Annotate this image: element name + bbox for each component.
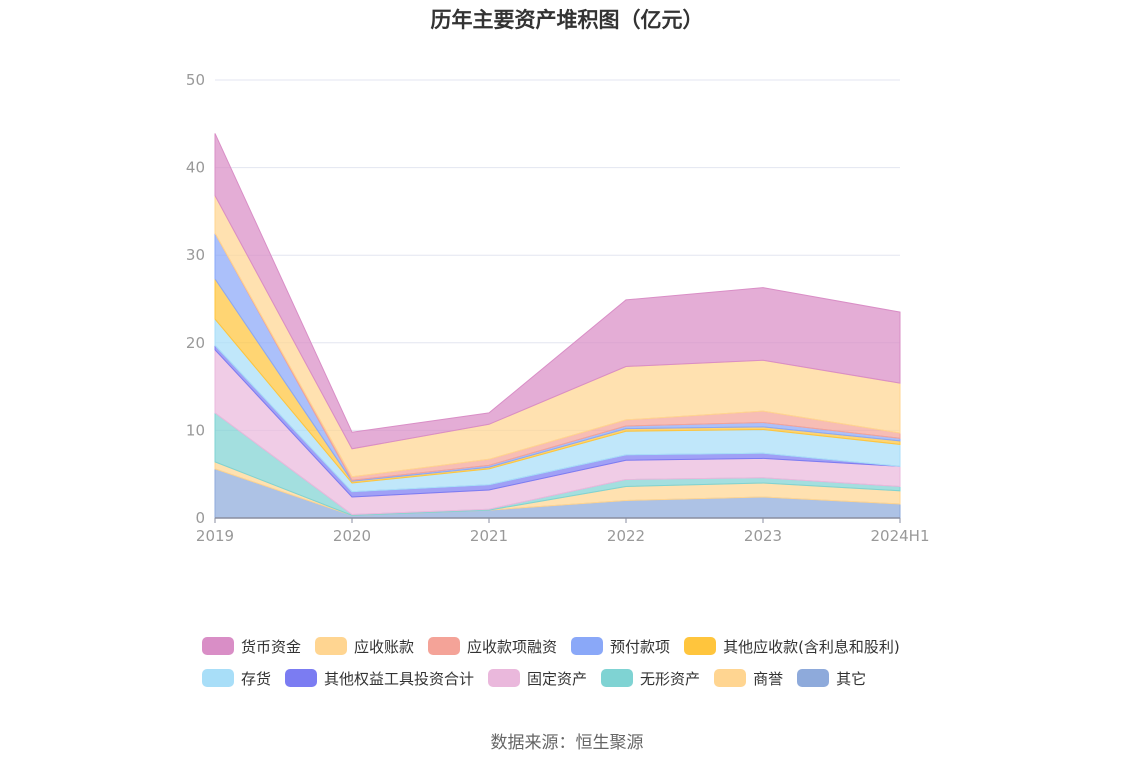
legend-row: 存货 其他权益工具投资合计 固定资产 无形资产 商誉 其它 [202, 662, 962, 694]
legend-label: 预付款项 [610, 637, 671, 656]
chart-title: 历年主要资产堆积图（亿元） [430, 8, 704, 32]
legend-swatch [797, 669, 830, 687]
legend-label: 商誉 [753, 669, 784, 688]
legend-label: 货币资金 [241, 637, 302, 656]
legend-swatch [202, 669, 234, 687]
legend-item[interactable]: 其它 [797, 668, 866, 689]
legend-label: 其他应收款(含利息和股利) [723, 637, 900, 656]
legend-item[interactable]: 应收账款 [315, 636, 414, 657]
x-tick-label: 2021 [470, 527, 508, 545]
y-tick-label: 10 [186, 421, 205, 439]
legend-label: 应收账款 [354, 637, 415, 656]
axes: 0 10 20 30 40 50 2019 2020 2021 2022 2023 2024H1 [186, 71, 930, 545]
legend-label: 存货 [241, 669, 272, 688]
data-source: 数据来源：恒生聚源 [490, 733, 644, 753]
legend-swatch [684, 637, 717, 655]
legend-item[interactable]: 货币资金 [202, 636, 301, 657]
legend-item[interactable]: 存货 [202, 668, 271, 689]
legend-label: 其它 [836, 669, 867, 688]
legend-swatch [285, 669, 318, 687]
legend-item[interactable]: 其他权益工具投资合计 [285, 668, 474, 689]
stacked-area-chart: 0 10 20 30 40 50 2019 2020 2021 2022 2023 2024H1 [186, 71, 930, 545]
legend-swatch [714, 669, 747, 687]
legend: 货币资金 应收账款 应收款项融资 预付款项 其他应收款(含利息和股利) 存货 其他权益工具投… [202, 630, 962, 694]
series-area [214, 133, 901, 450]
y-tick-label: 30 [186, 246, 205, 264]
y-tick-label: 50 [186, 71, 205, 89]
legend-swatch [428, 637, 461, 655]
legend-swatch [488, 669, 521, 687]
legend-item[interactable]: 应收款项融资 [428, 636, 557, 657]
legend-label: 无形资产 [640, 669, 701, 688]
legend-item[interactable]: 无形资产 [601, 668, 700, 689]
legend-swatch [315, 637, 348, 655]
y-tick-label: 20 [186, 334, 205, 352]
x-tick-label: 2024H1 [871, 527, 930, 545]
x-tick-label: 2022 [607, 527, 645, 545]
x-tick-label: 2020 [333, 527, 371, 545]
area-series [214, 133, 901, 519]
y-tick-label: 40 [186, 159, 205, 177]
legend-swatch [571, 637, 604, 655]
legend-label: 其他权益工具投资合计 [324, 669, 475, 688]
x-tick-label: 2023 [744, 527, 782, 545]
legend-item[interactable]: 固定资产 [488, 668, 587, 689]
legend-row: 货币资金 应收账款 应收款项融资 预付款项 其他应收款(含利息和股利) [202, 630, 962, 662]
legend-swatch [601, 669, 634, 687]
legend-item[interactable]: 预付款项 [571, 636, 670, 657]
legend-item[interactable]: 其他应收款(含利息和股利) [684, 636, 900, 657]
legend-swatch [202, 637, 234, 655]
legend-label: 应收款项融资 [467, 637, 558, 656]
legend-item[interactable]: 商誉 [714, 668, 783, 689]
legend-label: 固定资产 [527, 669, 588, 688]
y-tick-label: 0 [195, 509, 205, 527]
x-tick-label: 2019 [196, 527, 234, 545]
